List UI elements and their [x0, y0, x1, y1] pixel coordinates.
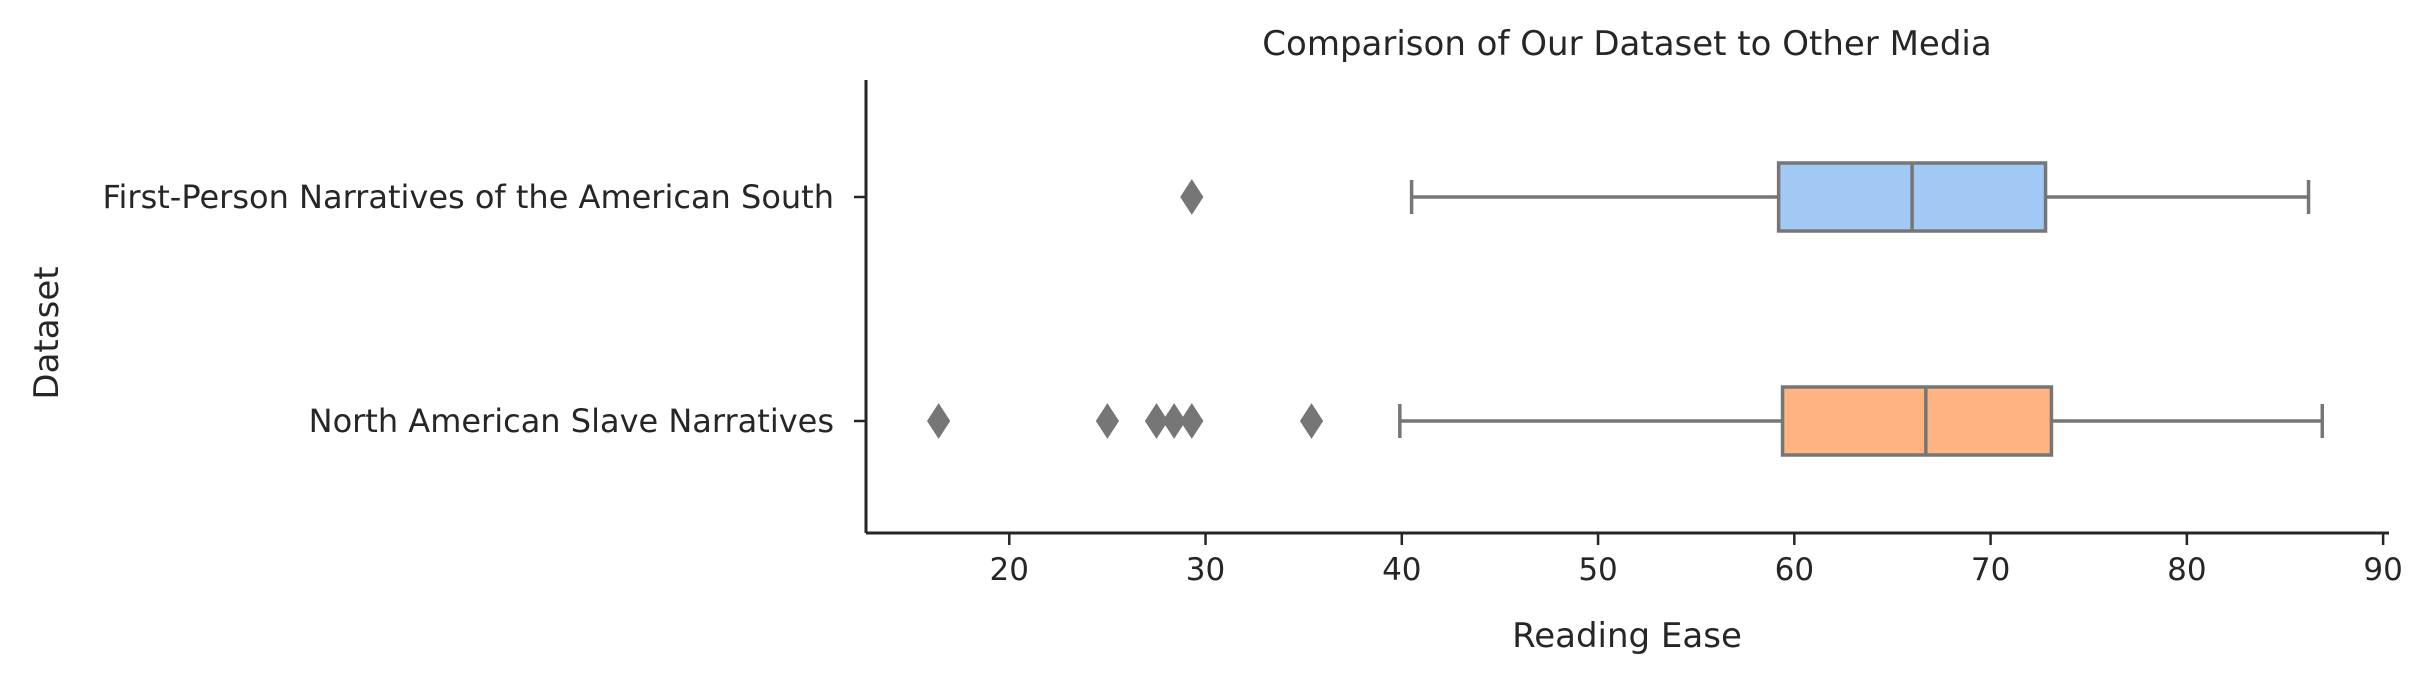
x-tick-label: 90: [2363, 552, 2402, 588]
x-axis-label: Reading Ease: [1512, 616, 1742, 656]
y-axis-label: Dataset: [27, 266, 67, 399]
x-tick-label: 70: [1971, 552, 2010, 588]
x-tick-label: 40: [1382, 552, 1421, 588]
outlier-point: [1180, 179, 1204, 215]
chart-title: Comparison of Our Dataset to Other Media: [1262, 24, 1991, 64]
x-tick-label: 30: [1186, 552, 1225, 588]
outlier-point: [1299, 403, 1324, 439]
box-iqr: [1780, 385, 2054, 457]
outlier-point: [1144, 403, 1169, 439]
outlier-point: [1180, 403, 1204, 439]
x-tick-label: 20: [990, 552, 1029, 588]
outlier-point: [1095, 403, 1119, 439]
outlier-point: [1162, 403, 1186, 439]
outlier-point: [927, 403, 951, 439]
plot-area: 20 30 40 50 60 70 80 90 First-Person Narratives …: [102, 80, 2403, 588]
x-tick-label: 60: [1775, 552, 1814, 588]
y-tick-label: North American Slave Narratives: [309, 402, 834, 440]
x-tick-label: 50: [1578, 552, 1617, 588]
y-tick-label: First-Person Narratives of the American …: [102, 178, 834, 216]
x-tick-label: 80: [2167, 552, 2206, 588]
